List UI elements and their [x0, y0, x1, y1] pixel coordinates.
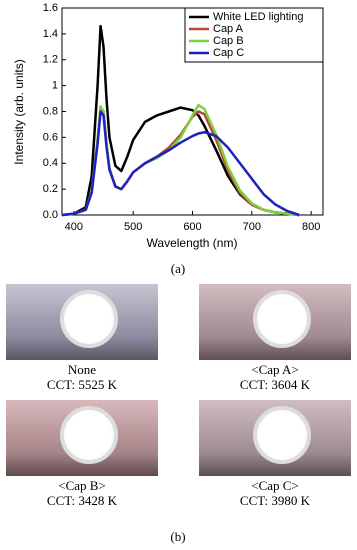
y-tick-label: 0.8 — [43, 105, 58, 117]
legend-label: Cap B — [213, 35, 244, 47]
x-tick-label: 700 — [243, 221, 261, 233]
x-tick-label: 600 — [183, 221, 201, 233]
x-tick-label: 400 — [65, 221, 83, 233]
x-tick-label: 800 — [302, 221, 320, 233]
x-tick-label: 500 — [124, 221, 142, 233]
y-tick-label: 1.6 — [43, 2, 58, 14]
lamp — [253, 406, 311, 464]
y-tick-label: 0.0 — [43, 209, 58, 221]
y-tick-label: 0.4 — [43, 157, 58, 169]
lamp — [60, 406, 118, 464]
photo — [6, 284, 158, 360]
caption: None CCT: 5525 K — [6, 362, 158, 392]
y-tick-label: 1.4 — [43, 28, 58, 40]
photo-cct: CCT: 3980 K — [239, 493, 311, 508]
y-tick-label: 0.2 — [43, 183, 58, 195]
legend-label: Cap C — [213, 47, 244, 59]
y-tick-label: 0.6 — [43, 131, 58, 143]
caption: <Cap C> CCT: 3980 K — [199, 478, 351, 508]
photo — [199, 400, 351, 476]
photo-title: None — [67, 362, 97, 377]
photo-title: <Cap B> — [58, 478, 106, 493]
panel-label: (a) — [171, 261, 185, 276]
photo-cct: CCT: 3428 K — [46, 493, 118, 508]
legend-label: White LED lighting — [213, 11, 304, 23]
x-axis-title: Wavelength (nm) — [147, 236, 238, 250]
series-line — [61, 110, 300, 217]
photo-title: <Cap C> — [251, 478, 299, 493]
photo-cct: CCT: 5525 K — [46, 377, 118, 392]
lamp — [253, 290, 311, 348]
series-line — [61, 106, 300, 217]
panel-label: (b) — [170, 529, 185, 544]
y-tick-label: 1.2 — [43, 54, 58, 66]
photo-cct: CCT: 3604 K — [239, 377, 311, 392]
lamp — [60, 290, 118, 348]
photo — [199, 284, 351, 360]
y-axis-title: Intensity (arb. units) — [12, 59, 26, 164]
photo-title: <Cap A> — [251, 362, 299, 377]
y-tick-label: 1 — [52, 80, 58, 92]
series-line — [61, 103, 300, 217]
caption: <Cap B> CCT: 3428 K — [6, 478, 158, 508]
legend-label: Cap A — [213, 23, 244, 35]
caption: <Cap A> CCT: 3604 K — [199, 362, 351, 392]
photo — [6, 400, 158, 476]
